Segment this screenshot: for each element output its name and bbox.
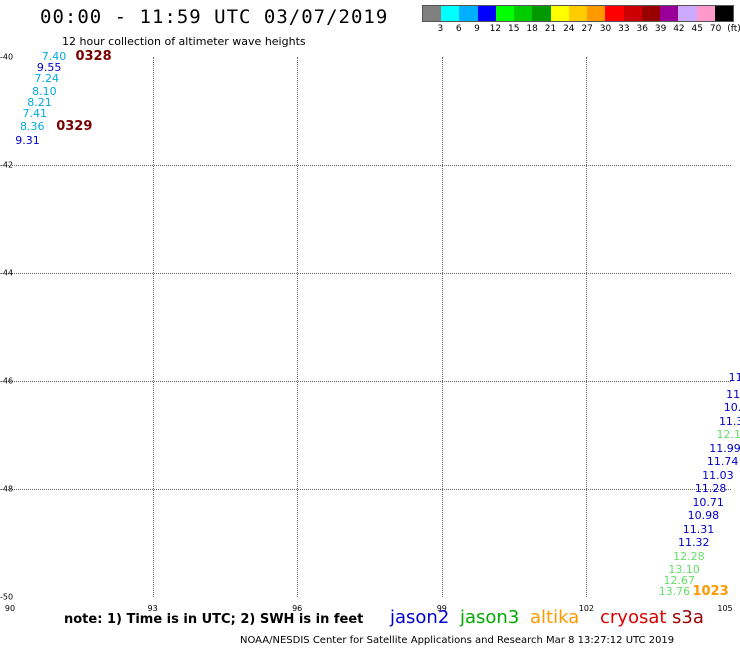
legend-tick-label: 15	[508, 24, 520, 34]
legend-swatch	[587, 6, 606, 21]
legend-color-bar	[422, 5, 734, 22]
wave-height-value: 13.10	[668, 563, 700, 576]
legend-tick-label: 30	[599, 24, 612, 34]
wave-height-value: 9.31	[15, 133, 40, 147]
legend-tick-label: 36	[636, 24, 648, 34]
latitude-gridline	[8, 165, 731, 166]
legend-tick-label: 45	[691, 24, 704, 34]
legend-swatch	[641, 6, 661, 21]
latitude-label: -40	[0, 52, 14, 62]
wave-height-value: 8.10	[32, 85, 57, 99]
legend-swatch	[550, 6, 569, 21]
legend-swatch	[678, 6, 697, 21]
wave-height-value: 12.67	[663, 573, 696, 587]
wave-height-value: 11	[728, 371, 740, 385]
longitude-label: 105	[717, 604, 733, 613]
wave-height-value: 11.31	[682, 522, 715, 536]
longitude-label: 90	[4, 604, 16, 613]
legend-tick-label: 6	[455, 24, 462, 34]
wave-height-value: 11.28	[694, 482, 727, 495]
wave-height-value: 10.98	[687, 509, 720, 522]
latitude-gridline	[8, 381, 731, 382]
legend-tick-label: 18	[526, 24, 538, 34]
wave-height-value: 10.7	[723, 401, 740, 414]
wave-height-value: 10.71	[692, 495, 724, 509]
legend-swatch	[441, 6, 460, 21]
wave-height-value: 11.99	[709, 441, 740, 455]
wave-height-value: 9.55	[36, 60, 62, 74]
credit-line: NOAA/NESDIS Center for Satellite Applica…	[240, 635, 675, 646]
satellite-legend-altika: altika	[530, 607, 580, 628]
legend-swatch	[660, 6, 679, 21]
pass-time-label: 0329	[56, 119, 93, 135]
legend-swatch	[459, 6, 478, 21]
legend-swatch	[423, 6, 442, 21]
legend-tick-label: 27	[581, 24, 593, 34]
pass-time-label: 0328	[75, 49, 112, 64]
wave-height-value: 8.21	[27, 95, 52, 109]
satellite-legend-cryosat: cryosat	[600, 607, 667, 628]
legend-swatch	[495, 6, 515, 21]
latitude-label: -44	[0, 268, 14, 278]
legend-swatch	[605, 6, 624, 21]
longitude-label: 96	[292, 604, 303, 613]
page-title: 00:00 - 11:59 UTC 03/07/2019	[40, 6, 389, 28]
longitude-gridline	[586, 57, 588, 597]
legend-tick-label: (ft)	[727, 24, 740, 34]
legend-tick-label: 24	[563, 24, 575, 34]
legend-tick-label: 21	[544, 24, 557, 34]
longitude-label: 99	[436, 604, 447, 613]
legend-tick-label: 12	[489, 24, 502, 34]
satellite-legend-jason3: jason3	[460, 607, 520, 628]
longitude-label: 93	[147, 604, 158, 613]
legend-tick-label: 3	[437, 24, 444, 34]
wave-height-color-legend: 3 6 9 12 15 18 21 24 27 30 33 36 39 42 45 70 (ft)	[422, 5, 740, 36]
wave-height-value: 11	[726, 387, 740, 401]
longitude-gridline	[152, 57, 154, 597]
wave-height-value: 7.41	[22, 106, 47, 120]
latitude-label: -50	[0, 592, 14, 602]
satellite-legend-jason2: jason2	[390, 607, 450, 628]
longitude-gridline	[297, 57, 299, 597]
longitude-label: 102	[578, 604, 595, 613]
legend-tick-label: 42	[673, 24, 685, 34]
legend-tick-label: 70	[709, 24, 722, 34]
latitude-label: -42	[0, 160, 14, 170]
legend-tick-label: 39	[654, 24, 667, 34]
latitude-label: -46	[0, 376, 14, 386]
wave-height-value: 7.24	[34, 71, 60, 85]
legend-swatch	[568, 6, 588, 21]
wave-height-value: 7.40	[41, 50, 67, 63]
latitude-gridline	[8, 489, 731, 490]
legend-swatch	[514, 6, 533, 21]
wave-height-value: 8.36	[20, 120, 45, 134]
legend-tick-labels: 3 6 9 12 15 18 21 24 27 30 33 36 39 42 45 70 (ft)	[422, 22, 740, 36]
satellite-legend-s3a: s3a	[672, 607, 704, 628]
wave-height-value: 11.3	[718, 414, 740, 428]
pass-time-label: 1023	[692, 583, 729, 599]
wave-height-value: 11.32	[677, 536, 710, 549]
wave-height-value: 12.28	[673, 549, 705, 563]
legend-tick-label: 33	[618, 24, 630, 34]
wave-height-value: 13.76	[658, 584, 691, 598]
legend-tick-label: 9	[474, 24, 480, 34]
wave-height-value: 11.03	[702, 468, 734, 482]
legend-swatch	[623, 6, 642, 21]
latitude-gridline	[8, 273, 731, 274]
longitude-gridline	[441, 57, 443, 597]
map-plot-area	[8, 57, 731, 597]
legend-swatch	[696, 6, 715, 21]
legend-swatch	[477, 6, 496, 21]
page-subtitle: 12 hour collection of altimeter wave hei…	[62, 35, 306, 48]
wave-height-value: 12.14	[716, 428, 740, 441]
latitude-label: -48	[0, 484, 14, 494]
footer-note: note: 1) Time is in UTC; 2) SWH is in fe…	[64, 612, 364, 627]
legend-swatch	[714, 6, 733, 21]
legend-swatch	[532, 6, 551, 21]
wave-height-value: 11.74	[706, 455, 739, 468]
